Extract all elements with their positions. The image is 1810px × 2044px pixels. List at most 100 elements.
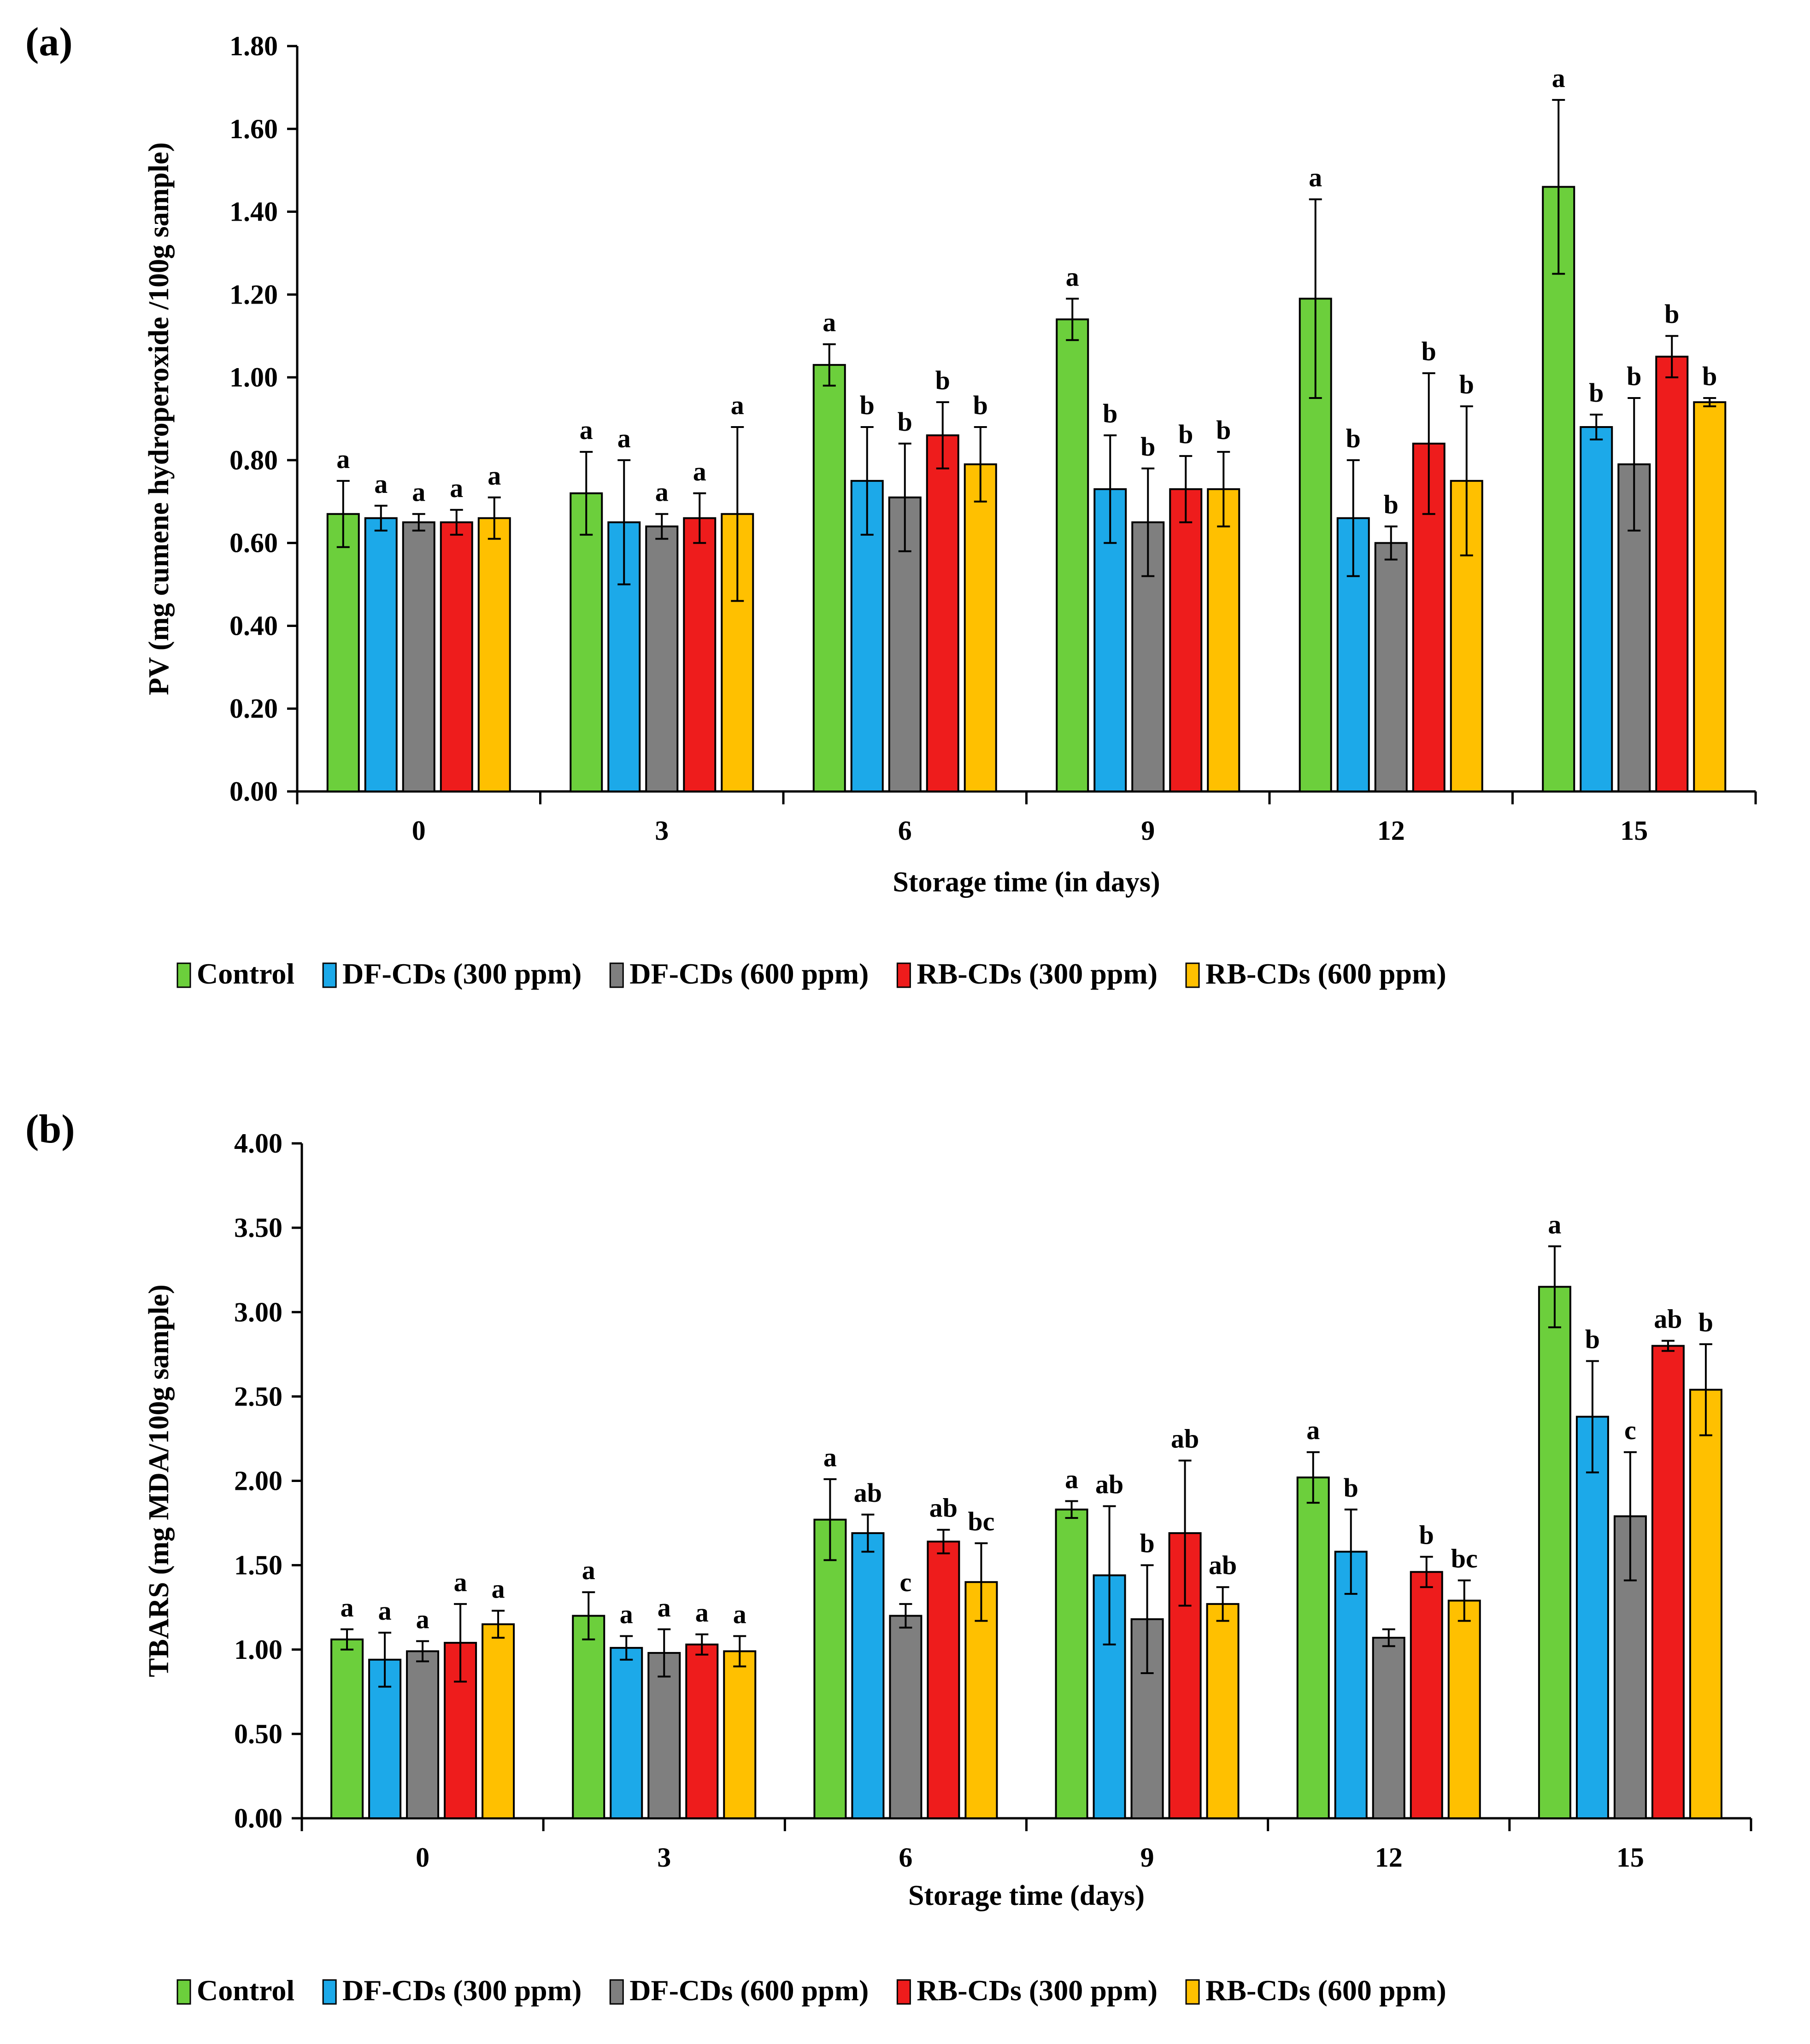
significance-letter: b [1140,1529,1154,1558]
y-tick-label: 2.00 [234,1466,282,1496]
y-tick-label: 1.00 [234,1634,282,1665]
bar [1538,1286,1571,1819]
significance-letter: b [1585,1324,1600,1354]
panel-b-y-axis-label: TBARS (mg MDA/100g sample) [143,1284,175,1677]
significance-letter: a [620,1599,633,1629]
significance-letter: b [1178,419,1193,449]
bar [1580,426,1613,792]
panel-a-y-axis-label: PV (mg cumene hydroperoxide /100g sample… [143,142,175,695]
panel-a-pv-chart: (a) PV (mg cumene hydroperoxide /100g sa… [25,20,1757,990]
bar [1055,1508,1088,1819]
legend-label: RB-CDs (300 ppm) [917,957,1158,990]
significance-letter: a [695,1598,709,1628]
significance-letter: a [823,307,836,337]
significance-letter: b [1698,1307,1713,1337]
significance-letter: c [1624,1415,1636,1445]
y-tick-label: 0.50 [234,1719,282,1749]
x-tick-label: 3 [655,815,669,846]
significance-letter: b [1419,1520,1434,1550]
legend-swatch [176,962,191,988]
bar [1056,318,1089,792]
significance-letter: b [1422,336,1436,366]
y-tick-label: 0.80 [229,445,278,475]
bar [402,521,435,792]
legend-label: DF-CDs (300 ppm) [342,1974,582,2007]
y-tick-label: 3.00 [234,1297,282,1327]
legend-swatch [1185,962,1200,988]
legend-swatch [896,962,911,988]
bar [1542,186,1575,793]
legend-swatch [176,1979,191,2005]
significance-letter: b [1216,415,1231,445]
x-tick-label: 3 [657,1842,671,1873]
x-tick-label: 12 [1375,1842,1403,1873]
bar [1169,488,1203,793]
panel-b-label: (b) [25,1107,75,1152]
bar [406,1650,440,1820]
significance-letter: a [823,1442,837,1472]
significance-letter: a [658,1593,671,1622]
significance-letter: b [1140,432,1155,462]
y-tick-label: 3.50 [234,1212,282,1243]
significance-letter: a [1065,1464,1078,1494]
y-tick-label: 1.40 [229,197,278,227]
bar [1206,1603,1240,1820]
legend-label: RB-CDs (300 ppm) [917,1974,1158,2007]
significance-letter: b [1627,361,1641,391]
significance-letter: b [1664,299,1679,329]
bar [1651,1345,1685,1819]
x-tick-label: 9 [1141,815,1155,846]
y-tick-label: 4.00 [234,1128,282,1159]
significance-letter: b [1384,490,1399,520]
y-tick-label: 1.80 [229,31,278,61]
significance-letter: b [898,407,912,437]
panel-a-x-axis-label: Storage time (in days) [893,867,1160,898]
significance-letter: a [582,1555,595,1585]
significance-letter: b [973,390,988,420]
x-tick-label: 0 [416,1842,429,1873]
bar [685,1643,719,1819]
significance-letter: b [1702,361,1717,391]
bar [477,517,511,792]
significance-letter: b [1346,423,1361,453]
significance-letter: a [488,461,501,491]
legend-label: DF-CDs (600 ppm) [629,957,869,990]
bar [326,513,360,792]
y-tick-label: 1.60 [229,114,278,144]
bar [1207,488,1240,793]
significance-letter: a [492,1574,505,1604]
x-tick-label: 15 [1616,1842,1644,1873]
legend-label: RB-CDs (600 ppm) [1205,957,1446,990]
y-tick-label: 1.50 [234,1550,282,1581]
significance-letter: b [1589,378,1604,408]
panel-b-plot-area: 0.00 0.50 1.00 1.50 2.00 2.50 3.00 3.50 4.00 0 3 6 9… [234,1128,1752,1873]
panel-b-x-axis-label: Storage time (days) [908,1880,1145,1911]
y-tick-label: 1.00 [229,362,278,392]
legend-label: Control [197,1974,294,2007]
bar [440,521,473,792]
y-tick-label: 1.20 [229,279,278,310]
x-tick-label: 6 [898,815,912,846]
x-tick-label: 6 [899,1842,912,1873]
significance-letter: a [378,1596,392,1626]
bar [1693,401,1727,792]
significance-letter: ab [854,1478,882,1508]
panel-a-label: (a) [25,20,73,64]
significance-letter: bc [968,1506,994,1536]
significance-letter: bc [1451,1544,1478,1574]
bar [1372,1637,1405,1820]
x-tick-label: 9 [1140,1842,1154,1873]
panel-a-plot-area: 0.00 0.20 0.40 0.60 0.80 1.00 1.20 1.40 1.60 1.80… [229,31,1757,846]
significance-letter: a [1552,63,1565,93]
significance-letter: a [617,423,631,453]
significance-letter: a [450,473,463,503]
bar [1410,1571,1443,1819]
bar [647,1652,681,1819]
legend-swatch [322,962,337,988]
y-tick-label: 2.50 [234,1381,282,1411]
significance-letter: a [731,390,744,420]
legend-label: DF-CDs (300 ppm) [342,957,582,990]
bar [572,1615,605,1819]
bar [927,1540,960,1820]
bar [1334,1551,1368,1819]
